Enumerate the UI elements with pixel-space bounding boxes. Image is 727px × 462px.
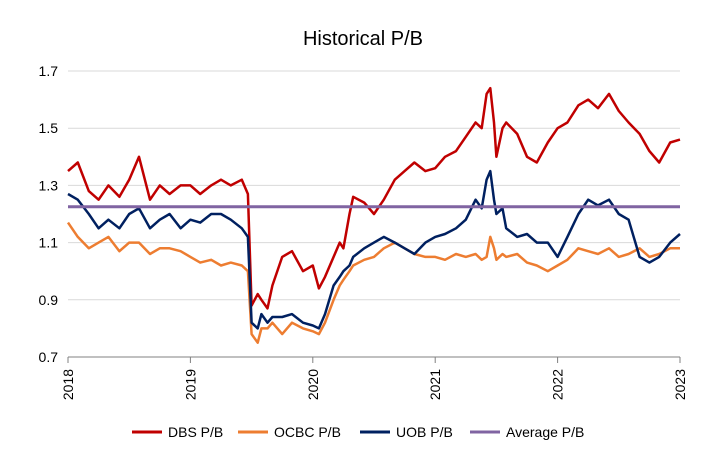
x-tick-label: 2023	[672, 369, 688, 400]
series-line-ocbc-p-b	[66, 221, 680, 344]
y-tick-label: 1.7	[39, 63, 59, 79]
chart-title: Historical P/B	[303, 28, 423, 50]
legend-label: Average P/B	[506, 424, 584, 440]
y-tick-label: 0.9	[39, 292, 59, 308]
x-tick-label: 2020	[305, 369, 321, 400]
legend-label: DBS P/B	[168, 424, 223, 440]
x-axis: 2018 2019 2020 2021 2022 2023	[60, 356, 688, 400]
x-tick-label: 2019	[182, 369, 198, 400]
legend: DBS P/B OCBC P/B UOB P/B Average P/B	[132, 424, 584, 440]
y-tick-label: 1.3	[39, 177, 59, 193]
legend-label: OCBC P/B	[274, 424, 341, 440]
x-tick-label: 2018	[60, 369, 76, 400]
series-line-dbs-p-b	[67, 86, 681, 310]
series-line-uob-p-b	[67, 169, 681, 330]
y-tick-label: 1.1	[39, 235, 59, 251]
y-axis-tick-labels: 0.7 0.9 1.1 1.3 1.5 1.7	[39, 63, 59, 365]
series-lines	[66, 86, 681, 344]
x-tick-label: 2021	[427, 369, 443, 400]
legend-label: UOB P/B	[396, 424, 453, 440]
x-tick-label: 2022	[550, 369, 566, 400]
y-tick-label: 0.7	[39, 349, 59, 365]
y-tick-label: 1.5	[39, 120, 59, 136]
